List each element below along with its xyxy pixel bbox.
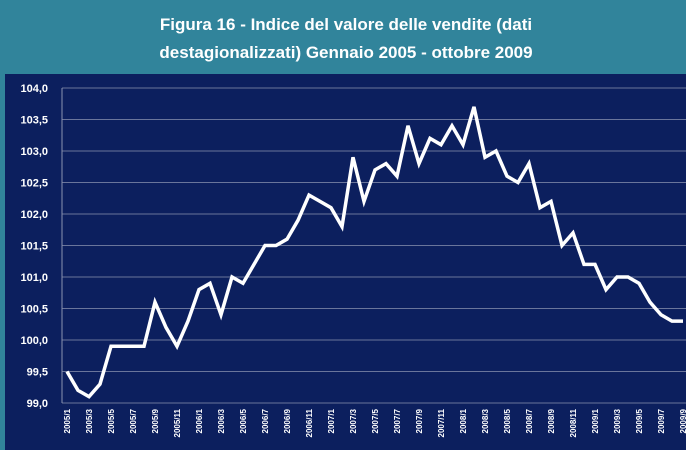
x-tick-label: 2006/1	[195, 408, 204, 433]
x-tick-label: 2006/9	[283, 408, 292, 433]
x-tick-label: 2006/11	[305, 408, 314, 437]
x-tick-label: 2009/5	[635, 408, 644, 433]
chart-title: Figura 16 - Indice del valore delle vend…	[160, 15, 532, 34]
y-tick-label: 101,5	[20, 241, 48, 253]
x-tick-label: 2005/11	[173, 408, 182, 437]
y-tick-label: 101,0	[20, 272, 48, 284]
y-tick-label: 102,0	[20, 209, 48, 221]
x-tick-label: 2008/7	[525, 408, 534, 433]
x-tick-label: 2007/3	[349, 408, 358, 433]
x-tick-label: 2007/1	[327, 408, 336, 433]
x-tick-label: 2005/3	[85, 408, 94, 433]
x-tick-label: 2007/7	[393, 408, 402, 433]
x-tick-label: 2005/5	[107, 408, 116, 433]
y-tick-label: 102,5	[20, 178, 48, 190]
chart-title: destagionalizzati) Gennaio 2005 - ottobr…	[159, 43, 532, 62]
x-tick-label: 2007/5	[371, 408, 380, 433]
y-tick-label: 103,0	[20, 146, 48, 158]
x-tick-label: 2008/3	[481, 408, 490, 433]
x-tick-label: 2009/1	[591, 408, 600, 433]
y-tick-label: 99,5	[27, 367, 48, 379]
x-tick-label: 2009/9	[679, 408, 686, 433]
x-tick-label: 2009/3	[613, 408, 622, 433]
x-tick-label: 2006/5	[239, 408, 248, 433]
y-tick-label: 103,5	[20, 115, 48, 127]
y-tick-label: 104,0	[20, 83, 48, 95]
x-tick-label: 2008/5	[503, 408, 512, 433]
x-tick-label: 2008/11	[569, 408, 578, 437]
x-tick-label: 2005/9	[151, 408, 160, 433]
x-tick-label: 2008/9	[547, 408, 556, 433]
x-tick-label: 2009/7	[657, 408, 666, 433]
x-tick-label: 2007/11	[437, 408, 446, 437]
x-tick-label: 2008/1	[459, 408, 468, 433]
y-tick-label: 100,5	[20, 304, 48, 316]
x-tick-label: 2005/1	[63, 408, 72, 433]
y-tick-label: 99,0	[27, 398, 48, 410]
y-tick-label: 100,0	[20, 335, 48, 347]
data-line	[65, 106, 683, 399]
x-tick-label: 2007/9	[415, 408, 424, 433]
x-tick-label: 2006/3	[217, 408, 226, 433]
x-tick-label: 2005/7	[129, 408, 138, 433]
x-tick-label: 2006/7	[261, 408, 270, 433]
plot-background	[5, 74, 686, 450]
